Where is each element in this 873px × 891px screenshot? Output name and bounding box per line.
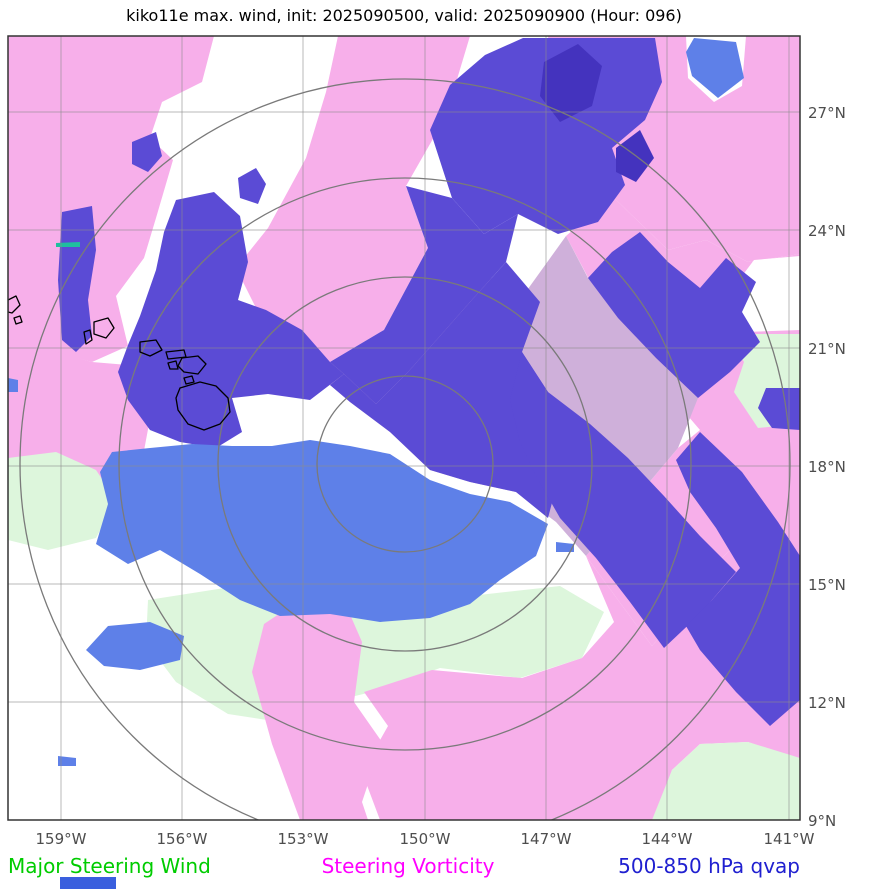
region-blue-top-right-patch [686, 38, 744, 98]
region-violet-hawaii-column [118, 192, 344, 448]
region-violet-left-strip [58, 206, 96, 352]
region-pink-bottom-right-mass [362, 524, 800, 820]
region-violet-spot-nw-1 [132, 132, 162, 172]
lat-tick-label: 27°N [808, 104, 846, 122]
lat-tick-label: 15°N [808, 576, 846, 594]
range-rings-layer [19, 78, 791, 820]
lat-tick-label: 18°N [808, 458, 846, 476]
coastline-niihau [83, 329, 93, 345]
lat-tick-label: 21°N [808, 340, 846, 358]
plot-title: kiko11e max. wind, init: 2025090500, val… [126, 6, 682, 25]
bottom-colorbar-fragment [60, 877, 116, 889]
coastline-layer [8, 295, 231, 431]
region-violet-right-arm [510, 352, 736, 648]
coastline-west-islet-2 [13, 315, 23, 325]
coastline-kahoolawe [183, 375, 195, 385]
range-ring [19, 78, 791, 820]
axis-labels-layer: 159°W 156°W 153°W 150°W 147°W 144°W 141°W 27°N 2… [36, 104, 846, 848]
lon-tick-label: 153°W [278, 830, 329, 848]
region-pink-top-center-wedge [236, 36, 470, 362]
range-ring [217, 276, 593, 652]
region-violet-dark-spot-1 [540, 44, 602, 122]
coastline-oahu [139, 339, 163, 357]
lat-tick-label: 24°N [808, 222, 846, 240]
plot-border [7, 35, 801, 821]
region-green-bottom-right-corner [652, 742, 800, 820]
lon-tick-label: 156°W [157, 830, 208, 848]
legend-major-steering-wind: Major Steering Wind [8, 854, 211, 878]
region-blue-speck-center [556, 542, 574, 552]
lon-tick-label: 150°W [400, 830, 451, 848]
region-white-right-notch [736, 256, 800, 332]
region-blue-main-blob [96, 440, 548, 622]
range-ring [118, 177, 692, 751]
region-violet-spot-nw-2 [238, 168, 266, 204]
lat-tick-label: 12°N [808, 694, 846, 712]
lat-tick-label: 9°N [808, 812, 836, 830]
lon-tick-label: 144°W [642, 830, 693, 848]
region-violet-right-edge-band [676, 432, 800, 726]
legend-steering-vorticity: Steering Vorticity [322, 854, 495, 878]
coastline-big-island [175, 381, 231, 431]
region-violet-upper-right-lobe [588, 232, 760, 398]
region-teal-dash [56, 242, 80, 247]
region-violet-left-arm [330, 186, 518, 404]
region-pink-bottom-strip [252, 596, 382, 820]
region-violet-dark-spot-2 [616, 130, 654, 182]
lon-tick-label: 147°W [521, 830, 572, 848]
region-green-left [8, 452, 116, 550]
coastline-kauai [93, 317, 115, 339]
region-blue-bottom-left-patch [86, 622, 184, 670]
contour-regions-layer [8, 36, 800, 820]
region-blue-speck-bottom-left [58, 756, 76, 766]
coastline-west-islet-1 [8, 295, 21, 314]
legend-qvap: 500-850 hPa qvap [618, 854, 800, 878]
region-blue-speck-left-edge [8, 378, 18, 392]
lon-tick-label: 141°W [764, 830, 815, 848]
lon-tick-label: 159°W [36, 830, 87, 848]
coastline-maui [177, 355, 207, 375]
range-ring [316, 375, 494, 553]
region-violet-center-mass [330, 262, 560, 518]
coastline-lanai [167, 360, 179, 370]
